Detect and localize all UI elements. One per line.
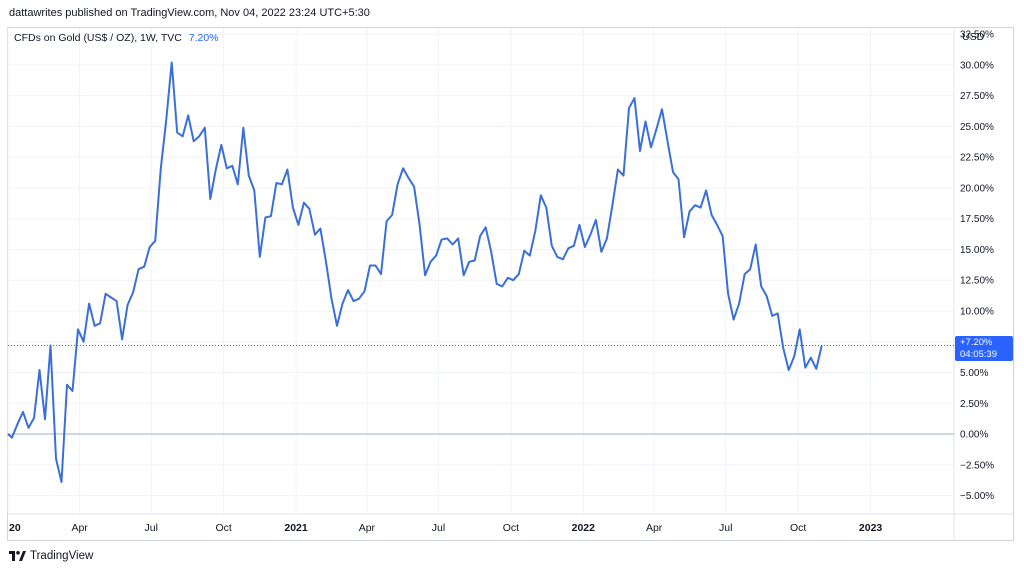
y-tick-label: 10.00% [960, 306, 994, 317]
y-tick-label: −5.00% [960, 491, 994, 502]
x-tick-label: 2021 [284, 522, 308, 534]
x-tick-label: Jul [432, 522, 445, 534]
x-tick-label: Oct [503, 522, 519, 534]
x-tick-label: Jul [719, 522, 732, 534]
y-tick-label: 20.00% [960, 183, 994, 194]
x-tick-label: Apr [359, 522, 376, 534]
y-tick-label: 5.00% [960, 368, 988, 379]
last-value-badge: +7.20% 04:05:39 [955, 336, 1013, 361]
tradingview-logo-icon [9, 551, 26, 561]
y-tick-label: 0.00% [960, 430, 988, 441]
y-tick-label: 25.00% [960, 122, 994, 133]
x-tick-label: 2022 [572, 522, 596, 534]
x-tick-label: Oct [215, 522, 231, 534]
x-tick-label: Apr [646, 522, 663, 534]
price-axis-labels: 32.50% 30.00% 27.50% 25.00% 22.50% 20.00% 17.5… [960, 30, 994, 502]
time-axis-labels: 20 Apr Jul Oct 2021 Apr Jul Oct 2022 Apr Jul Oct 202… [9, 522, 882, 534]
grid-lines [7, 28, 954, 514]
y-tick-label: −2.50% [960, 460, 994, 471]
tradingview-logo[interactable]: TradingView [9, 548, 93, 564]
y-tick-label: 17.50% [960, 214, 994, 225]
y-tick-label: 22.50% [960, 153, 994, 164]
y-tick-label: 2.50% [960, 399, 988, 410]
last-value-change: +7.20% [960, 337, 993, 348]
published-line: dattawrites published on TradingView.com… [9, 7, 370, 19]
y-tick-label: 12.50% [960, 276, 994, 287]
y-tick-label: 32.50% [960, 30, 994, 41]
y-tick-label: 30.00% [960, 60, 994, 71]
currency-label[interactable]: USD [962, 31, 985, 43]
series-line-gold[interactable] [7, 61, 823, 483]
symbol-title: CFDs on Gold (US$ / OZ), 1W, TVC [14, 32, 182, 44]
tradingview-logo-text: TradingView [30, 550, 94, 562]
x-tick-label: 2023 [859, 522, 883, 534]
y-tick-label: 15.00% [960, 245, 994, 256]
y-tick-label: 27.50% [960, 91, 994, 102]
x-tick-label: Jul [145, 522, 158, 534]
x-tick-label: Oct [790, 522, 806, 534]
symbol-change: 7.20% [188, 32, 219, 44]
x-tick-label: 20 [9, 522, 21, 534]
bar-countdown: 04:05:39 [960, 348, 997, 360]
symbol-legend[interactable]: CFDs on Gold (US$ / OZ), 1W, TVC 7.20% [14, 32, 219, 44]
x-tick-label: Apr [71, 522, 88, 534]
